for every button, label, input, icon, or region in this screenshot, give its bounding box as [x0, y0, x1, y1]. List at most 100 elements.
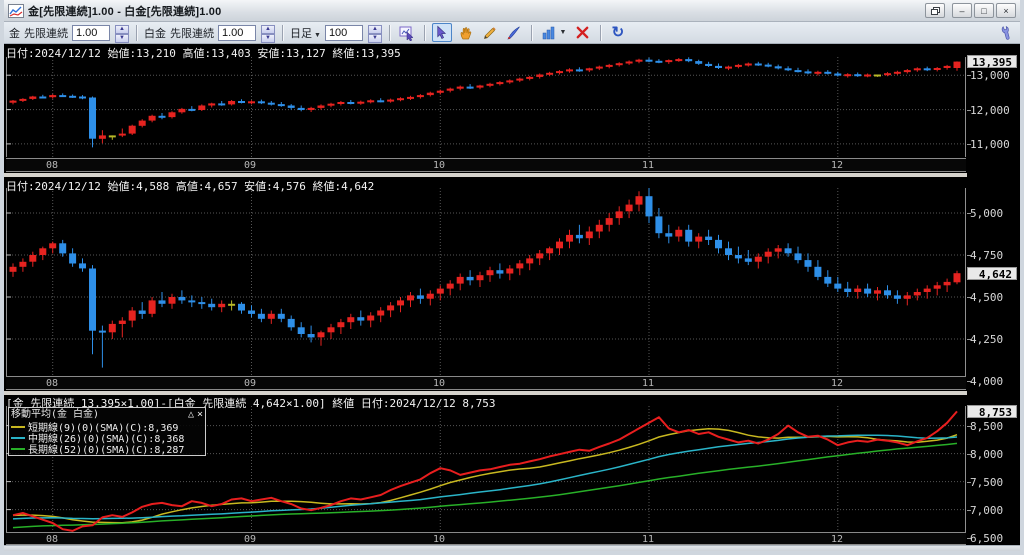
timeframe-dropdown[interactable]: 日足 ▼	[290, 27, 321, 40]
delete-x-icon	[577, 26, 589, 39]
price-tick	[967, 426, 971, 427]
wrench-icon	[1001, 25, 1009, 40]
price-tick	[967, 110, 971, 111]
platinum-ratio-spinner[interactable]: ▲ ▼	[261, 24, 275, 43]
month-axis-label: 08	[46, 160, 59, 171]
legend-collapse-icon[interactable]: △	[187, 409, 194, 420]
select-tool-button[interactable]	[431, 23, 452, 42]
price-axis-label: 8,500	[970, 420, 1004, 433]
hand-pan-icon	[460, 26, 472, 39]
last-price-badge: 4,642	[967, 267, 1017, 281]
price-axis-label: 4,250	[970, 333, 1004, 346]
pencil-icon	[483, 26, 496, 39]
settings-button[interactable]	[995, 23, 1015, 42]
last-price-badge: 8,753	[967, 405, 1017, 419]
chart-type-dropdown-button[interactable]: ▼	[539, 23, 569, 42]
title-bar[interactable]: 金[先限連続]1.00 - 白金[先限連続]1.00 – □ ×	[4, 0, 1020, 22]
legend-item-long-ma: 長期線(52)(0)(SMA)(C):8,287	[11, 443, 203, 456]
price-axis-label: 4,500	[970, 291, 1004, 304]
price-axis-label: 6,500	[970, 532, 1004, 545]
platinum-ratio-input[interactable]: 1.00	[218, 24, 256, 41]
price-axis-label: 7,000	[970, 504, 1004, 517]
gold-symbol-label: 金	[9, 27, 20, 40]
price-tick	[967, 510, 971, 511]
legend-close-icon[interactable]: ×	[196, 409, 203, 420]
price-tick	[967, 255, 971, 256]
platinum-symbol-label: 白金	[144, 27, 166, 40]
price-tick	[967, 297, 971, 298]
price-axis-label: 13,000	[970, 69, 1010, 82]
toolbar-separator	[423, 24, 425, 41]
month-axis-label: 12	[831, 378, 844, 389]
data-window-icon	[399, 26, 414, 41]
chevron-down-icon: ▼	[314, 31, 321, 39]
month-axis-label: 12	[831, 534, 844, 545]
price-axis-label: 11,000	[970, 138, 1010, 151]
month-axis-label: 10	[433, 534, 446, 545]
data-window-tool-button[interactable]	[397, 23, 417, 42]
price-axis-label: 4,750	[970, 249, 1004, 262]
price-axis-label: 5,000	[970, 207, 1004, 220]
maximize-icon: □	[981, 5, 987, 16]
cascade-windows-button[interactable]	[925, 3, 945, 18]
panel-divider[interactable]	[4, 173, 1020, 177]
short-ma-swatch	[11, 425, 25, 428]
gold-panel-header: 日付:2024/12/12 始値:13,210 高値:13,403 安値:13,…	[6, 47, 401, 60]
price-axis-label: 4,000	[970, 375, 1004, 388]
month-axis-label: 10	[433, 160, 446, 171]
toolbar-separator	[599, 24, 601, 41]
toolbar: 金 先限連続 1.00 ▲ ▼ 白金 先限連続 1.00 ▲ ▼ 日足 ▼ 100 ▲…	[4, 22, 1020, 44]
pencil-draw-tool-button[interactable]	[480, 23, 500, 42]
price-tick	[967, 538, 971, 539]
cascade-windows-icon	[930, 6, 940, 15]
month-axis-label: 10	[433, 378, 446, 389]
price-scale-column: 13,000 12,000 11,000 13,395 5,000 4,750 4,500 4…	[967, 44, 1020, 545]
refresh-button[interactable]: ↻	[608, 23, 628, 42]
month-axis-label: 09	[244, 534, 257, 545]
price-axis-label: 7,500	[970, 476, 1004, 489]
price-tick	[967, 213, 971, 214]
window-title: 金[先限連続]1.00 - 白金[先限連続]1.00	[28, 5, 222, 18]
long-ma-swatch	[11, 447, 25, 450]
month-axis-label: 09	[244, 160, 257, 171]
status-bar	[4, 545, 1020, 551]
platinum-chart-plot[interactable]	[6, 188, 966, 376]
platinum-panel-header: 日付:2024/12/12 始値:4,588 高値:4,657 安値:4,576…	[6, 180, 375, 193]
price-tick	[967, 339, 971, 340]
mid-ma-swatch	[11, 436, 25, 439]
close-button[interactable]: ×	[996, 3, 1016, 18]
close-icon: ×	[1003, 5, 1009, 16]
toolbar-separator	[136, 24, 137, 41]
legend-item-mid-ma: 中期線(26)(0)(SMA)(C):8,368	[11, 432, 203, 445]
gold-chart-plot[interactable]	[6, 57, 966, 157]
gold-ratio-input[interactable]: 1.00	[72, 24, 110, 41]
chevron-down-icon: ▼	[559, 29, 567, 36]
maximize-button[interactable]: □	[974, 3, 994, 18]
spread-panel-header: [金 先限連続 13,395×1.00]-[白金 先限連続 4,642×1.00…	[6, 397, 496, 410]
bar-count-input[interactable]: 100	[324, 24, 363, 41]
price-axis-label: 8,000	[970, 448, 1004, 461]
minimize-button[interactable]: –	[952, 3, 972, 18]
bar-count-spinner[interactable]: ▲ ▼	[367, 24, 382, 43]
gold-series-label: 先限連続	[24, 27, 68, 40]
gold-ratio-spinner[interactable]: ▲ ▼	[115, 24, 129, 43]
pen-trendline-icon	[507, 26, 520, 40]
legend-item-short-ma: 短期線(9)(0)(SMA)(C):8,369	[11, 421, 203, 434]
app-chart-icon	[8, 3, 24, 18]
moving-average-legend: 移動平均(金 白金) △ × 短期線(9)(0)(SMA)(C):8,369 中…	[8, 407, 206, 456]
spread-x-axis: 08 09 10 11 12	[6, 532, 966, 545]
price-tick	[967, 454, 971, 455]
select-arrow-icon	[437, 25, 447, 39]
delete-drawings-button[interactable]	[573, 23, 593, 42]
price-tick	[967, 482, 971, 483]
pen-trendline-tool-button[interactable]	[504, 23, 524, 42]
chart-area: 日付:2024/12/12 始値:13,210 高値:13,403 安値:13,…	[4, 44, 1020, 545]
platinum-series-label: 先限連続	[170, 27, 214, 40]
price-axis-label: 12,000	[970, 104, 1010, 117]
panel-divider[interactable]	[4, 391, 1020, 395]
month-axis-label: 11	[642, 534, 655, 545]
toolbar-separator	[388, 24, 390, 41]
legend-title: 移動平均(金 白金)	[11, 409, 100, 420]
hand-pan-tool-button[interactable]	[456, 23, 476, 42]
